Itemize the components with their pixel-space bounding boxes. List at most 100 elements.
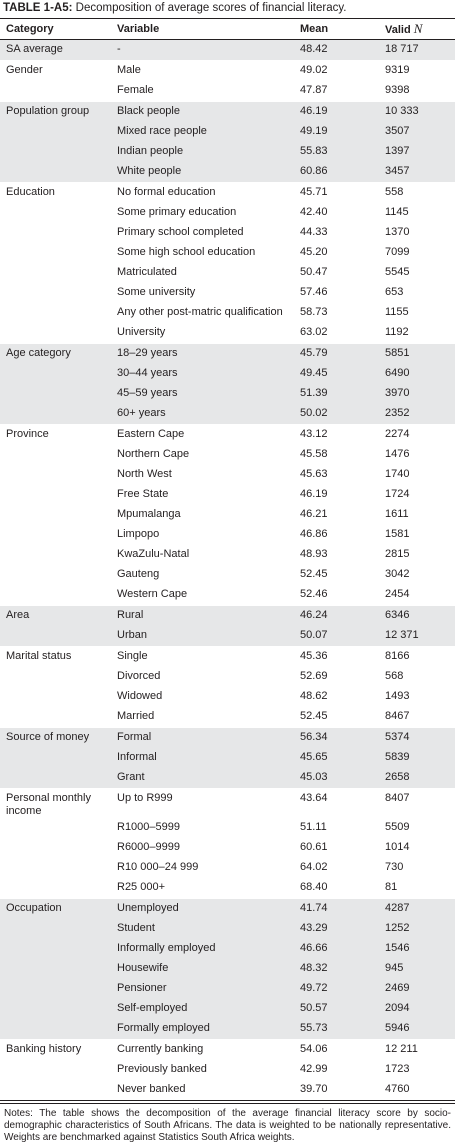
category-cell	[0, 748, 111, 768]
count-cell: 1476	[385, 448, 410, 460]
variable-cell: 60+ years	[111, 404, 294, 425]
row-group: Marital status Single 45.36 8166 Divorced 52.…	[0, 646, 455, 728]
table-row: 45–59 years 51.39 3970	[0, 384, 455, 404]
count-cell: 12 211	[385, 1043, 418, 1055]
mean-cell: 52.45	[300, 710, 328, 722]
table-row: Divorced 52.69 568	[0, 667, 455, 687]
row-group: Personal monthly income Up to R999 43.64 84…	[0, 788, 455, 899]
variable-cell: 30–44 years	[111, 364, 294, 384]
count-cell: 18 717	[379, 39, 455, 61]
mean-cell: 48.62	[300, 690, 328, 702]
mean-cell: 54.06	[300, 1043, 328, 1055]
table-row: University 63.02 1192	[0, 323, 455, 344]
category-cell	[0, 384, 111, 404]
table-row: Self-employed 50.57 2094	[0, 999, 455, 1019]
table-row: Informally employed 46.66 1546	[0, 939, 455, 959]
category-cell	[0, 445, 111, 465]
count-cell: 9319	[385, 64, 410, 76]
mean-cell: 42.99	[300, 1063, 328, 1075]
count-cell: 2094	[379, 999, 455, 1019]
mean-cell: 50.02	[294, 404, 379, 425]
mean-cell: 48.93	[300, 548, 328, 560]
category-cell	[0, 878, 111, 899]
count-cell: 12 371	[379, 626, 455, 647]
header-row: Category Variable Mean Valid N	[0, 18, 455, 40]
count-cell: 2454	[385, 588, 410, 600]
table-row: R25 000+ 68.40 81	[0, 878, 455, 899]
category-cell	[0, 939, 111, 959]
category-cell	[0, 81, 111, 102]
table-row: Northern Cape 45.58 1476	[0, 445, 455, 465]
table-row: Some high school education 45.20 7099	[0, 243, 455, 263]
count-cell: 8467	[385, 710, 410, 722]
mean-cell: 46.19	[294, 101, 379, 122]
row-group: Age category 18–29 years 45.79 5851 30–44 ye…	[0, 343, 455, 425]
variable-cell: Rural	[111, 605, 294, 626]
mean-cell: 55.73	[294, 1019, 379, 1040]
mean-cell: 48.42	[294, 39, 379, 61]
table-row: Marital status Single 45.36 8166	[0, 647, 455, 668]
table-row: Previously banked 42.99 1723	[0, 1060, 455, 1080]
count-cell: 4760	[385, 1083, 410, 1095]
count-cell: 5509	[385, 821, 410, 833]
count-cell: 945	[379, 959, 455, 979]
variable-cell: No formal education	[117, 186, 216, 198]
count-cell: 81	[385, 881, 398, 893]
category-cell: Education	[6, 186, 55, 198]
variable-cell: Mpumalanga	[117, 508, 181, 520]
variable-cell: Northern Cape	[117, 448, 190, 460]
table-row: R1000–5999 51.11 5509	[0, 818, 455, 838]
variable-cell: Single	[117, 650, 148, 662]
mean-cell: 45.79	[294, 343, 379, 364]
category-cell	[0, 626, 111, 647]
count-cell: 6346	[379, 605, 455, 626]
category-cell	[0, 1019, 111, 1040]
category-cell	[0, 1060, 111, 1080]
table-row: Some primary education 42.40 1145	[0, 203, 455, 223]
category-cell	[0, 545, 111, 565]
count-cell: 1252	[379, 919, 455, 939]
mean-cell: 46.66	[294, 939, 379, 959]
category-cell	[0, 364, 111, 384]
category-cell	[0, 283, 111, 303]
table-row: 60+ years 50.02 2352	[0, 404, 455, 425]
variable-cell: 18–29 years	[111, 343, 294, 364]
category-cell: Area	[0, 605, 111, 626]
category-cell: Source of money	[0, 727, 111, 748]
variable-cell: R25 000+	[117, 881, 166, 893]
table-row: Never banked 39.70 4760	[0, 1080, 455, 1101]
variable-cell: Free State	[117, 488, 169, 500]
category-cell	[0, 263, 111, 283]
variable-cell: -	[111, 39, 294, 61]
count-cell: 730	[385, 861, 404, 873]
table-row: Western Cape 52.46 2454	[0, 585, 455, 606]
header-cell: Category	[0, 18, 111, 40]
count-cell: 1611	[385, 508, 409, 520]
mean-cell: 50.57	[294, 999, 379, 1019]
mean-cell: 48.32	[294, 959, 379, 979]
table-row: Area Rural 46.24 6346	[0, 605, 455, 626]
variable-cell: Western Cape	[117, 588, 188, 600]
table-row: Housewife 48.32 945	[0, 959, 455, 979]
table-row: Education No formal education 45.71 558	[0, 183, 455, 204]
row-group: Education No formal education 45.71 558 Some…	[0, 182, 455, 344]
category-cell: Personal monthly income	[6, 792, 91, 817]
category-cell	[0, 979, 111, 999]
category-cell: Banking history	[6, 1043, 82, 1055]
table-row: Indian people 55.83 1397	[0, 142, 455, 162]
variable-cell: Mixed race people	[111, 122, 294, 142]
count-cell: 2815	[385, 548, 410, 560]
mean-cell: 63.02	[300, 326, 328, 338]
row-group: Gender Male 49.02 9319 Female 47.87 9398	[0, 60, 455, 102]
table-header: Category Variable Mean Valid N	[0, 18, 455, 40]
category-cell	[0, 838, 111, 858]
variable-cell: Female	[117, 84, 154, 96]
count-cell: 8166	[385, 650, 410, 662]
mean-cell: 47.87	[300, 84, 328, 96]
count-cell: 1397	[379, 142, 455, 162]
mean-cell: 44.33	[300, 226, 328, 238]
category-cell: Population group	[0, 101, 111, 122]
variable-cell: Divorced	[117, 670, 161, 682]
variable-cell: Informal	[111, 748, 294, 768]
table-row: Formally employed 55.73 5946	[0, 1019, 455, 1040]
